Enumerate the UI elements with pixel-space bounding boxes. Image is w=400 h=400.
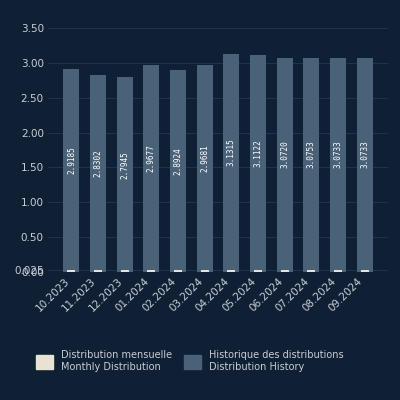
Bar	[64, 68, 80, 272]
Text: 2.8924: 2.8924	[174, 147, 182, 175]
Bar	[334, 270, 342, 272]
Bar	[330, 58, 346, 272]
Bar	[356, 58, 372, 272]
Bar	[201, 270, 209, 272]
Bar	[197, 65, 213, 272]
Bar	[90, 75, 106, 272]
Text: 2.9681: 2.9681	[200, 144, 209, 172]
Bar	[250, 55, 266, 272]
Bar	[121, 270, 129, 272]
Bar	[147, 270, 155, 272]
Bar	[303, 58, 319, 272]
Text: 2.7945: 2.7945	[120, 151, 129, 179]
Bar	[223, 54, 239, 272]
Text: 3.0753: 3.0753	[307, 140, 316, 168]
Text: 3.1122: 3.1122	[254, 139, 262, 166]
Text: 3.1315: 3.1315	[227, 138, 236, 166]
Bar	[360, 270, 368, 272]
Bar	[227, 270, 235, 272]
Bar	[170, 70, 186, 272]
Bar	[174, 270, 182, 272]
Bar	[281, 270, 289, 272]
Bar	[307, 270, 315, 272]
Text: 2.9677: 2.9677	[147, 144, 156, 172]
Bar	[143, 65, 159, 272]
Legend: Distribution mensuelle
Monthly Distribution, Historique des distributions
Distri: Distribution mensuelle Monthly Distribut…	[36, 350, 344, 372]
Bar	[117, 77, 133, 272]
Bar	[277, 58, 293, 272]
Bar	[68, 270, 76, 272]
Bar	[94, 270, 102, 272]
Text: 3.0733: 3.0733	[360, 140, 369, 168]
Text: 3.0720: 3.0720	[280, 140, 289, 168]
Text: 3.0733: 3.0733	[334, 140, 342, 168]
Bar	[254, 270, 262, 272]
Text: 2.9185: 2.9185	[67, 146, 76, 174]
Text: 2.8302: 2.8302	[94, 150, 102, 177]
